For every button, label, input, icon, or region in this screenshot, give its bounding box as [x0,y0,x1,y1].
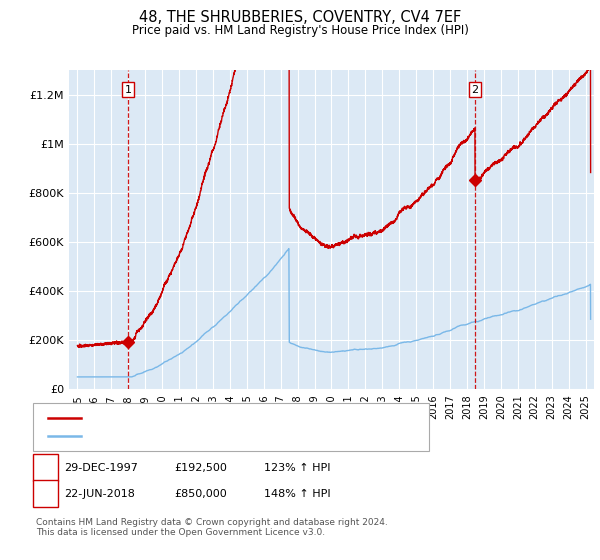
Text: 2: 2 [472,85,479,95]
Text: 48, THE SHRUBBERIES, COVENTRY, CV4 7EF (detached house): 48, THE SHRUBBERIES, COVENTRY, CV4 7EF (… [87,413,411,423]
Text: Price paid vs. HM Land Registry's House Price Index (HPI): Price paid vs. HM Land Registry's House … [131,24,469,37]
Text: 29-DEC-1997: 29-DEC-1997 [64,463,138,473]
Text: 48, THE SHRUBBERIES, COVENTRY, CV4 7EF: 48, THE SHRUBBERIES, COVENTRY, CV4 7EF [139,10,461,25]
Text: 1: 1 [42,461,49,474]
Text: £192,500: £192,500 [174,463,227,473]
Text: 1: 1 [125,85,131,95]
Text: 2: 2 [42,487,49,501]
Text: Contains HM Land Registry data © Crown copyright and database right 2024.
This d: Contains HM Land Registry data © Crown c… [36,518,388,538]
Text: HPI: Average price, detached house, Coventry: HPI: Average price, detached house, Cove… [87,431,328,441]
Text: 22-JUN-2018: 22-JUN-2018 [64,489,135,499]
Text: 123% ↑ HPI: 123% ↑ HPI [264,463,331,473]
Text: £850,000: £850,000 [174,489,227,499]
Text: 148% ↑ HPI: 148% ↑ HPI [264,489,331,499]
